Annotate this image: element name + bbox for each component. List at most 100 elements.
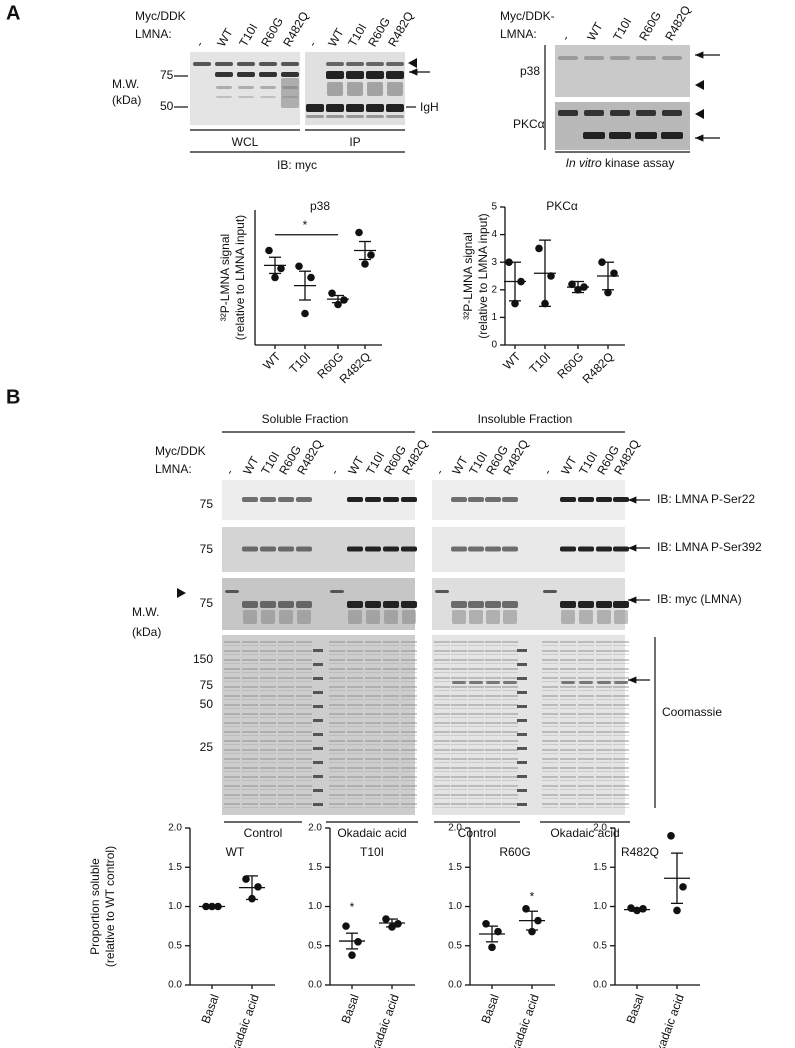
mw-title: M.W. [132, 605, 159, 619]
row-label: Coomassie [662, 705, 722, 719]
band [297, 610, 311, 624]
lane-stain [329, 638, 345, 812]
band [279, 610, 293, 624]
data-point [494, 927, 502, 936]
lane-stain [260, 638, 276, 812]
data-point [639, 905, 647, 913]
data-point [248, 894, 256, 903]
band [296, 497, 312, 502]
y-tick-label: 2.0 [593, 823, 607, 834]
y-tick-label: 2.0 [168, 823, 182, 834]
band [578, 546, 594, 552]
y-tick-label: 2.0 [308, 823, 322, 834]
band [596, 546, 612, 552]
band [216, 86, 232, 89]
chart-title: T10I [360, 845, 384, 859]
band [503, 681, 517, 684]
header: Myc/DDK- [500, 9, 555, 23]
band [367, 82, 383, 96]
y-tick-label: 1.0 [308, 901, 322, 912]
band [193, 62, 211, 66]
lane-stain [560, 638, 576, 812]
x-tick-label: Basal [623, 992, 646, 1025]
band [597, 681, 611, 684]
row-label: IB: LMNA P-Ser392 [657, 540, 762, 554]
data-point [488, 943, 496, 952]
x-tick-label: Okadaic acid [225, 992, 262, 1048]
band [468, 497, 484, 502]
y-tick-label: 0.5 [448, 940, 462, 951]
data-point [295, 262, 303, 271]
band [561, 681, 575, 684]
y-tick-label: 1.5 [593, 862, 607, 873]
mw-marker: 75 [200, 596, 214, 610]
band [327, 82, 343, 96]
lane-label: - [192, 39, 206, 49]
band [610, 56, 630, 60]
y-tick-label: 0 [491, 340, 497, 351]
band [259, 62, 277, 66]
data-point [394, 919, 402, 928]
lane-stain [224, 638, 240, 812]
x-tick-label: WT [260, 349, 284, 373]
band [543, 590, 557, 593]
lane-stain [542, 638, 558, 812]
band [452, 681, 466, 684]
band [383, 546, 399, 552]
band [402, 610, 416, 624]
band [502, 601, 518, 608]
data-point [342, 922, 350, 930]
data-point [208, 902, 216, 911]
arrowhead [408, 58, 417, 68]
band [278, 546, 294, 552]
y-tick-label: 0.0 [168, 980, 182, 991]
header: LMNA: [155, 462, 192, 476]
band [278, 601, 294, 608]
y-tick-label: 0.0 [308, 980, 322, 991]
band [485, 546, 501, 552]
band [401, 497, 417, 502]
data-point [633, 906, 641, 915]
lane-label: R482Q [385, 9, 416, 49]
data-point [610, 269, 618, 278]
band [215, 72, 233, 77]
lane-label: - [558, 33, 572, 43]
data-point [574, 286, 582, 294]
band [281, 72, 299, 77]
band [260, 86, 276, 89]
lane-label: T10I [236, 21, 260, 49]
x-tick-label: Okadaic acid [365, 992, 402, 1048]
header: Myc/DDK [135, 9, 186, 23]
lane-label: WT [214, 25, 236, 49]
x-tick-label: R482Q [580, 349, 617, 386]
band [469, 610, 483, 624]
band [348, 610, 362, 624]
band [243, 610, 257, 624]
band [452, 610, 466, 624]
significance: * [350, 900, 355, 914]
band [502, 546, 518, 552]
data-point [214, 902, 222, 911]
band [661, 132, 683, 139]
treatment-label: Okadaic acid [550, 826, 619, 840]
lane-stain [365, 638, 381, 812]
lane-label: - [540, 467, 554, 477]
chart-title: p38 [310, 199, 330, 213]
band [561, 610, 575, 624]
data-point [547, 272, 555, 280]
band [365, 601, 381, 608]
data-point [307, 273, 315, 282]
lane-label: - [432, 467, 446, 477]
band [558, 110, 578, 116]
significance: * [303, 218, 308, 232]
band [597, 610, 611, 624]
lane-label: WT [240, 453, 262, 477]
y-tick-label: 1.0 [168, 901, 182, 912]
band [384, 610, 398, 624]
y-tick-label: 2.0 [448, 823, 462, 834]
chart-title: R60G [499, 845, 530, 859]
lane-label: WT [449, 453, 471, 477]
band [326, 115, 344, 118]
chart-title: PKCα [546, 199, 578, 213]
data-point [482, 919, 490, 928]
